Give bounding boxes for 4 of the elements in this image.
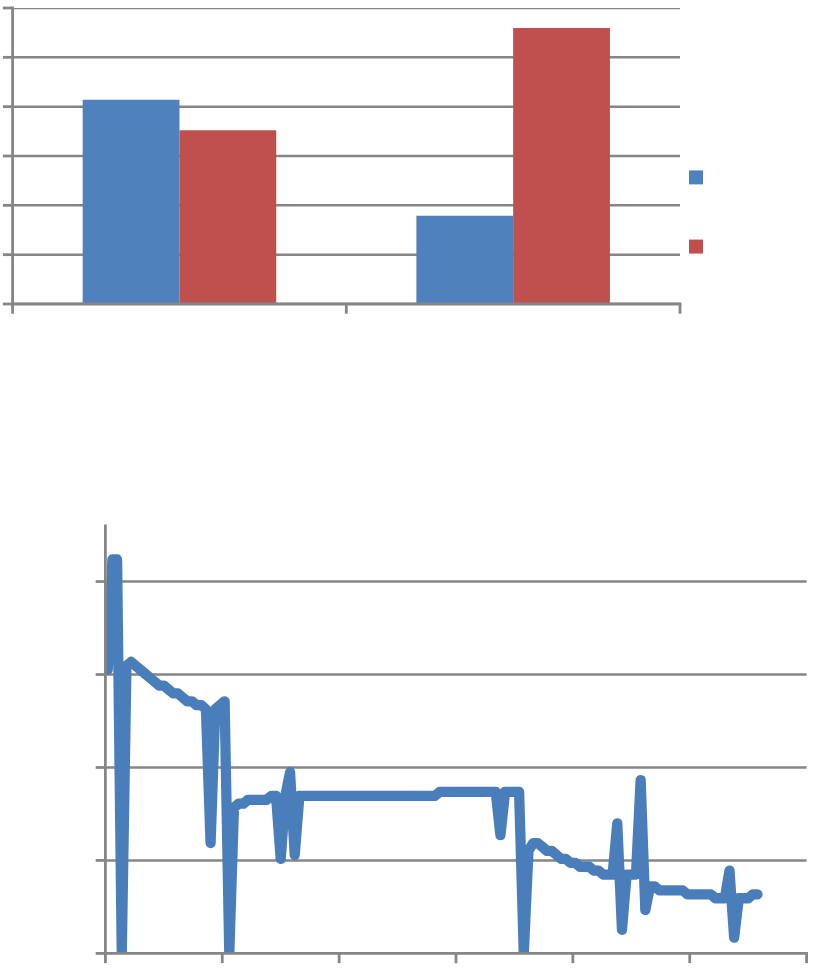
bar <box>179 130 277 304</box>
bar <box>513 28 610 304</box>
bar <box>82 99 180 304</box>
bar <box>416 215 514 304</box>
